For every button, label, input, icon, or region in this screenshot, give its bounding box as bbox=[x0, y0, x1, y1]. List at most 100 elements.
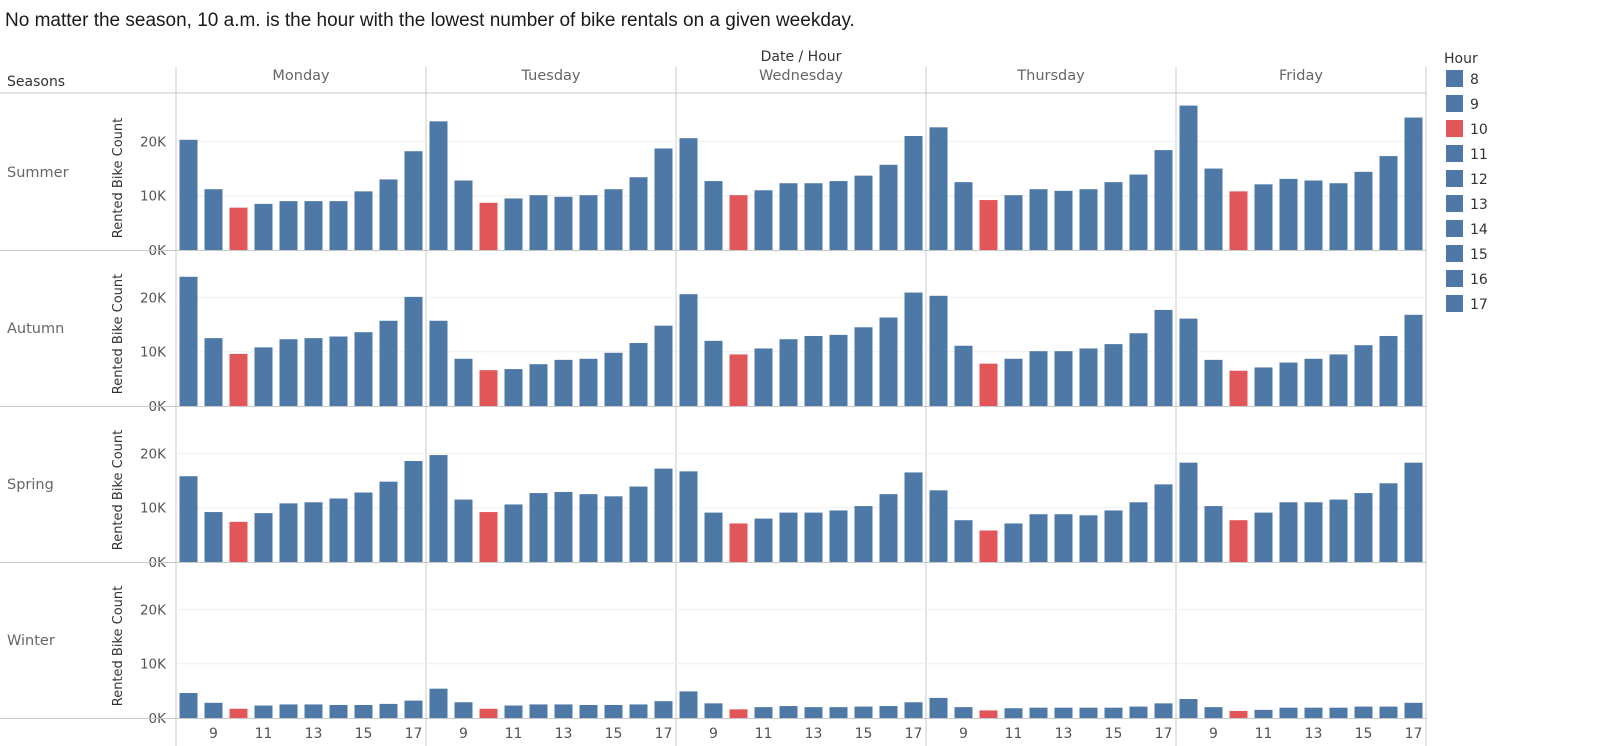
bar-spring-tuesday-h15 bbox=[604, 496, 623, 562]
bar-summer-friday-h15 bbox=[1354, 171, 1373, 250]
bar-winter-monday-h17 bbox=[404, 700, 423, 718]
bar-winter-friday-h9 bbox=[1204, 707, 1223, 718]
bar-winter-monday-h8 bbox=[179, 693, 198, 718]
x-tick-label: 9 bbox=[959, 726, 968, 742]
bar-winter-tuesday-h16 bbox=[629, 704, 648, 718]
bar-spring-monday-h14 bbox=[329, 498, 348, 562]
bar-spring-tuesday-h10 bbox=[479, 512, 498, 562]
bar-autumn-monday-h15 bbox=[354, 332, 373, 406]
bar-summer-friday-h10 bbox=[1229, 191, 1248, 250]
bar-spring-tuesday-h17 bbox=[654, 468, 673, 562]
legend-title: Hour bbox=[1444, 51, 1478, 67]
bar-spring-thursday-h10 bbox=[979, 530, 998, 562]
legend-swatch bbox=[1446, 295, 1463, 312]
bar-summer-tuesday-h13 bbox=[554, 196, 573, 250]
bar-spring-monday-h11 bbox=[254, 513, 273, 562]
bar-spring-tuesday-h8 bbox=[429, 455, 448, 562]
bar-autumn-tuesday-h15 bbox=[604, 352, 623, 406]
bar-winter-wednesday-h14 bbox=[829, 707, 848, 718]
bar-spring-thursday-h13 bbox=[1054, 514, 1073, 562]
bar-winter-tuesday-h10 bbox=[479, 708, 498, 718]
bar-summer-thursday-h9 bbox=[954, 182, 973, 250]
y-tick-label: 20K bbox=[140, 134, 167, 150]
bar-summer-tuesday-h9 bbox=[454, 180, 473, 250]
bar-spring-monday-h15 bbox=[354, 492, 373, 562]
x-tick-label: 9 bbox=[459, 726, 468, 742]
x-tick-label: 11 bbox=[1005, 726, 1023, 742]
bar-winter-tuesday-h17 bbox=[654, 701, 673, 718]
legend-item-label: 10 bbox=[1470, 122, 1488, 138]
bar-winter-thursday-h8 bbox=[929, 697, 948, 718]
bar-summer-monday-h12 bbox=[279, 201, 298, 250]
day-header-monday: Monday bbox=[272, 68, 330, 84]
bar-winter-friday-h8 bbox=[1179, 699, 1198, 718]
bar-autumn-monday-h10 bbox=[229, 353, 248, 406]
bar-summer-monday-h16 bbox=[379, 179, 398, 250]
bar-spring-wednesday-h13 bbox=[804, 512, 823, 562]
bar-summer-friday-h17 bbox=[1404, 117, 1423, 251]
bar-spring-monday-h9 bbox=[204, 512, 223, 562]
bar-spring-friday-h16 bbox=[1379, 483, 1398, 562]
bar-winter-monday-h9 bbox=[204, 702, 223, 718]
bar-spring-tuesday-h13 bbox=[554, 491, 573, 562]
bar-autumn-tuesday-h17 bbox=[654, 325, 673, 406]
bar-winter-thursday-h9 bbox=[954, 707, 973, 718]
bar-autumn-monday-h11 bbox=[254, 347, 273, 406]
bar-summer-monday-h11 bbox=[254, 203, 273, 250]
bar-winter-wednesday-h16 bbox=[879, 706, 898, 718]
legend-item-label: 17 bbox=[1470, 297, 1488, 313]
bar-autumn-thursday-h17 bbox=[1154, 309, 1173, 406]
legend-swatch bbox=[1446, 145, 1463, 162]
bar-spring-wednesday-h8 bbox=[679, 471, 698, 562]
bar-spring-friday-h15 bbox=[1354, 493, 1373, 562]
bar-summer-monday-h9 bbox=[204, 189, 223, 250]
bar-summer-monday-h17 bbox=[404, 151, 423, 250]
legend-swatch bbox=[1446, 245, 1463, 262]
bar-autumn-friday-h9 bbox=[1204, 359, 1223, 406]
bar-spring-tuesday-h14 bbox=[579, 494, 598, 562]
bar-autumn-monday-h16 bbox=[379, 320, 398, 406]
bar-winter-thursday-h16 bbox=[1129, 706, 1148, 718]
season-label-autumn: Autumn bbox=[7, 321, 64, 337]
bar-autumn-wednesday-h9 bbox=[704, 340, 723, 406]
legend-swatch bbox=[1446, 220, 1463, 237]
x-tick-label: 9 bbox=[1209, 726, 1218, 742]
y-tick-label: 10K bbox=[140, 501, 167, 517]
bar-autumn-thursday-h9 bbox=[954, 345, 973, 406]
bar-autumn-thursday-h8 bbox=[929, 295, 948, 406]
bar-spring-monday-h13 bbox=[304, 502, 323, 562]
bar-summer-thursday-h13 bbox=[1054, 190, 1073, 250]
day-header-friday: Friday bbox=[1279, 68, 1323, 84]
bar-summer-thursday-h15 bbox=[1104, 182, 1123, 250]
bar-autumn-monday-h8 bbox=[179, 276, 198, 406]
x-tick-label: 11 bbox=[1255, 726, 1273, 742]
bar-spring-monday-h16 bbox=[379, 481, 398, 562]
bar-spring-friday-h13 bbox=[1304, 502, 1323, 562]
bar-winter-friday-h16 bbox=[1379, 706, 1398, 718]
bar-autumn-friday-h16 bbox=[1379, 335, 1398, 406]
bar-autumn-wednesday-h16 bbox=[879, 317, 898, 406]
bar-summer-thursday-h10 bbox=[979, 200, 998, 250]
bar-spring-monday-h12 bbox=[279, 503, 298, 562]
bar-summer-thursday-h14 bbox=[1079, 189, 1098, 250]
bar-summer-tuesday-h14 bbox=[579, 195, 598, 250]
season-label-spring: Spring bbox=[7, 477, 54, 493]
bar-summer-friday-h16 bbox=[1379, 156, 1398, 250]
bar-winter-monday-h14 bbox=[329, 704, 348, 718]
bar-winter-monday-h10 bbox=[229, 708, 248, 718]
bar-spring-monday-h8 bbox=[179, 476, 198, 562]
bar-autumn-tuesday-h14 bbox=[579, 358, 598, 406]
bar-autumn-wednesday-h11 bbox=[754, 348, 773, 406]
bar-summer-wednesday-h16 bbox=[879, 164, 898, 250]
bar-winter-monday-h13 bbox=[304, 704, 323, 718]
bar-winter-friday-h12 bbox=[1279, 707, 1298, 718]
bar-winter-tuesday-h8 bbox=[429, 688, 448, 718]
bar-summer-tuesday-h16 bbox=[629, 177, 648, 250]
bar-spring-friday-h10 bbox=[1229, 520, 1248, 562]
bar-winter-monday-h16 bbox=[379, 703, 398, 718]
bar-spring-friday-h17 bbox=[1404, 462, 1423, 562]
bar-summer-tuesday-h12 bbox=[529, 195, 548, 250]
bar-autumn-tuesday-h9 bbox=[454, 358, 473, 406]
legend-swatch bbox=[1446, 270, 1463, 287]
bar-winter-wednesday-h17 bbox=[904, 702, 923, 718]
